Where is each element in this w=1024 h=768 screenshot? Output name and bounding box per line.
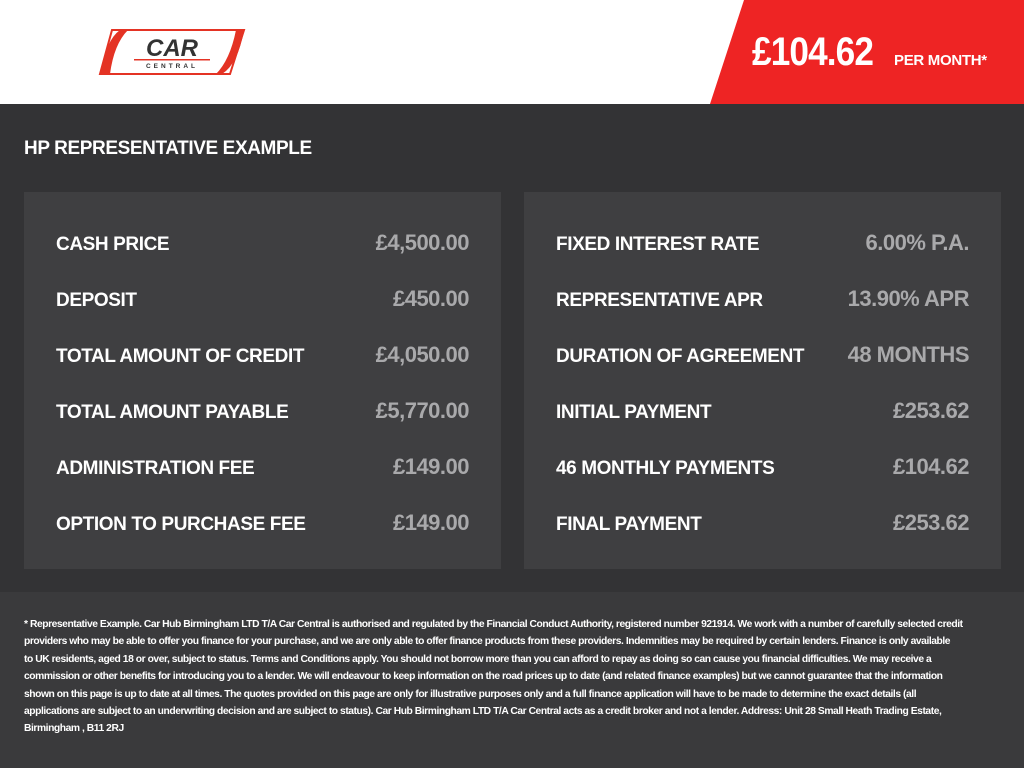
finance-value: £149.00 bbox=[392, 454, 470, 479]
finance-value: 6.00% P.A. bbox=[865, 230, 970, 255]
finance-label: FINAL PAYMENT bbox=[556, 514, 702, 535]
finance-row: TOTAL AMOUNT PAYABLE £5,770.00 bbox=[56, 394, 470, 450]
disclaimer-line: applications are subject to an underwrit… bbox=[24, 706, 942, 718]
finance-value: £104.62 bbox=[892, 454, 970, 479]
header: CAR CENTRAL £104.62 PER MONTH* bbox=[0, 0, 1024, 104]
finance-row: REPRESENTATIVE APR 13.90% APR bbox=[556, 282, 970, 338]
finance-row: INITIAL PAYMENT £253.62 bbox=[556, 394, 970, 450]
disclaimer-text: * Representative Example. Car Hub Birmin… bbox=[24, 616, 1000, 738]
finance-panel-right: FIXED INTEREST RATE 6.00% P.A. REPRESENTAT… bbox=[524, 192, 1001, 569]
per-month-label: PER MONTH* bbox=[894, 52, 987, 69]
disclaimer-line: to UK residents, aged 18 or over, subjec… bbox=[24, 653, 932, 665]
finance-row: OPTION TO PURCHASE FEE £149.00 bbox=[56, 506, 470, 562]
finance-value: 48 MONTHS bbox=[847, 342, 970, 367]
finance-label: TOTAL AMOUNT OF CREDIT bbox=[56, 346, 305, 367]
finance-value: £253.62 bbox=[892, 398, 970, 423]
svg-text:CAR: CAR bbox=[146, 35, 199, 62]
finance-value: £5,770.00 bbox=[375, 398, 470, 423]
finance-row: CASH PRICE £4,500.00 bbox=[56, 226, 470, 282]
finance-label: ADMINISTRATION FEE bbox=[56, 458, 255, 479]
finance-label: TOTAL AMOUNT PAYABLE bbox=[56, 402, 289, 423]
finance-example: HP REPRESENTATIVE EXAMPLE CASH PRICE £4,5… bbox=[0, 104, 1024, 592]
disclaimer-line: * Representative Example. Car Hub Birmin… bbox=[24, 619, 963, 630]
disclaimer-line: providers who may be able to offer you f… bbox=[24, 636, 951, 648]
finance-value: £4,050.00 bbox=[375, 342, 470, 367]
finance-row: 46 MONTHLY PAYMENTS £104.62 bbox=[556, 450, 970, 506]
finance-value: 13.90% APR bbox=[847, 286, 970, 311]
finance-row: DURATION OF AGREEMENT 48 MONTHS bbox=[556, 338, 970, 394]
monthly-price: £104.62 bbox=[752, 30, 874, 74]
finance-label: CASH PRICE bbox=[56, 234, 170, 255]
finance-label: DEPOSIT bbox=[56, 290, 137, 311]
disclaimer-line: shown on this page is up to date at all … bbox=[24, 688, 917, 700]
car-central-logo[interactable]: CAR CENTRAL bbox=[98, 26, 246, 78]
finance-label: INITIAL PAYMENT bbox=[556, 402, 712, 423]
finance-row: DEPOSIT £450.00 bbox=[56, 282, 470, 338]
finance-value: £253.62 bbox=[892, 510, 970, 535]
disclaimer-line: commission or other benefits for introdu… bbox=[24, 671, 943, 683]
section-title: HP REPRESENTATIVE EXAMPLE bbox=[24, 138, 312, 159]
finance-value: £149.00 bbox=[392, 510, 470, 535]
finance-label: FIXED INTEREST RATE bbox=[556, 234, 760, 255]
finance-value: £450.00 bbox=[392, 286, 470, 311]
monthly-price-banner: £104.62 PER MONTH* bbox=[710, 0, 1024, 104]
disclaimer: * Representative Example. Car Hub Birmin… bbox=[0, 592, 1024, 768]
finance-panel-left: CASH PRICE £4,500.00 DEPOSIT £450.00 TOTAL A… bbox=[24, 192, 501, 569]
finance-value: £4,500.00 bbox=[375, 230, 470, 255]
finance-row: FINAL PAYMENT £253.62 bbox=[556, 506, 970, 562]
finance-label: REPRESENTATIVE APR bbox=[556, 290, 763, 311]
finance-label: OPTION TO PURCHASE FEE bbox=[56, 514, 306, 535]
svg-text:CENTRAL: CENTRAL bbox=[146, 63, 198, 70]
finance-row: ADMINISTRATION FEE £149.00 bbox=[56, 450, 470, 506]
disclaimer-line: Birmingham , B11 2RJ bbox=[24, 723, 124, 735]
finance-row: FIXED INTEREST RATE 6.00% P.A. bbox=[556, 226, 970, 282]
finance-label: DURATION OF AGREEMENT bbox=[556, 346, 805, 367]
finance-label: 46 MONTHLY PAYMENTS bbox=[556, 458, 775, 479]
finance-row: TOTAL AMOUNT OF CREDIT £4,050.00 bbox=[56, 338, 470, 394]
